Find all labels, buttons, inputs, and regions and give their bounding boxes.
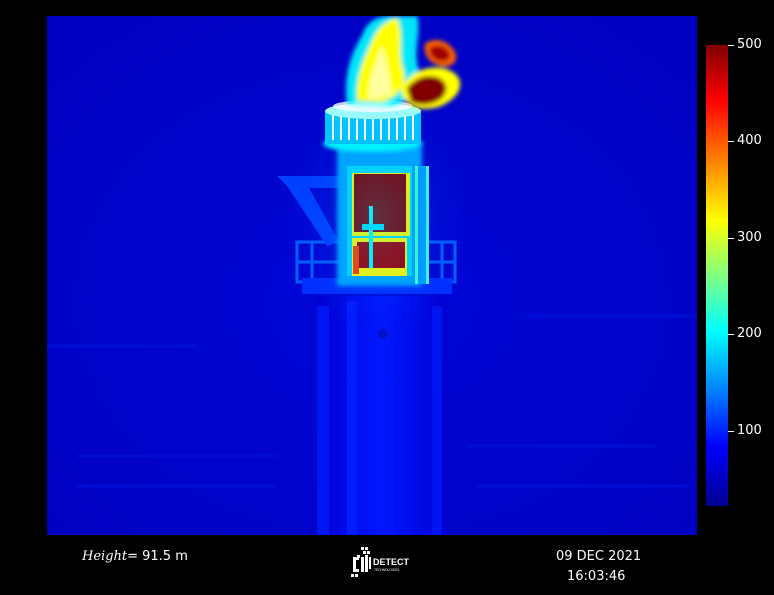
temperature-colorbar — [706, 45, 728, 506]
height-readout: Height= 91.5 m — [82, 549, 188, 564]
colorbar-tick-label: 400 — [737, 133, 762, 148]
colorbar-tick-label: 500 — [737, 37, 762, 52]
colorbar-tick — [728, 431, 734, 432]
logo-subtext: TECHNOLOGIES — [374, 568, 399, 572]
time-stamp: 16:03:46 — [567, 569, 626, 584]
colorbar-tick-label: 100 — [737, 423, 762, 438]
colorbar-tick — [728, 238, 734, 239]
colorbar-tick — [728, 334, 734, 335]
height-label: Height — [82, 549, 128, 564]
colorbar-tick-label: 300 — [737, 230, 762, 245]
colorbar-tick — [728, 45, 734, 46]
date-stamp: 09 DEC 2021 — [556, 549, 642, 564]
detect-technologies-logo: DETECT TECHNOLOGIES — [351, 547, 410, 577]
colorbar-tick — [728, 141, 734, 142]
flame-plume — [346, 16, 461, 109]
colorbar-tick-label: 200 — [737, 326, 762, 341]
height-value: = 91.5 m — [127, 549, 188, 564]
logo-text: DETECT — [373, 557, 410, 567]
thermal-image — [47, 16, 697, 535]
